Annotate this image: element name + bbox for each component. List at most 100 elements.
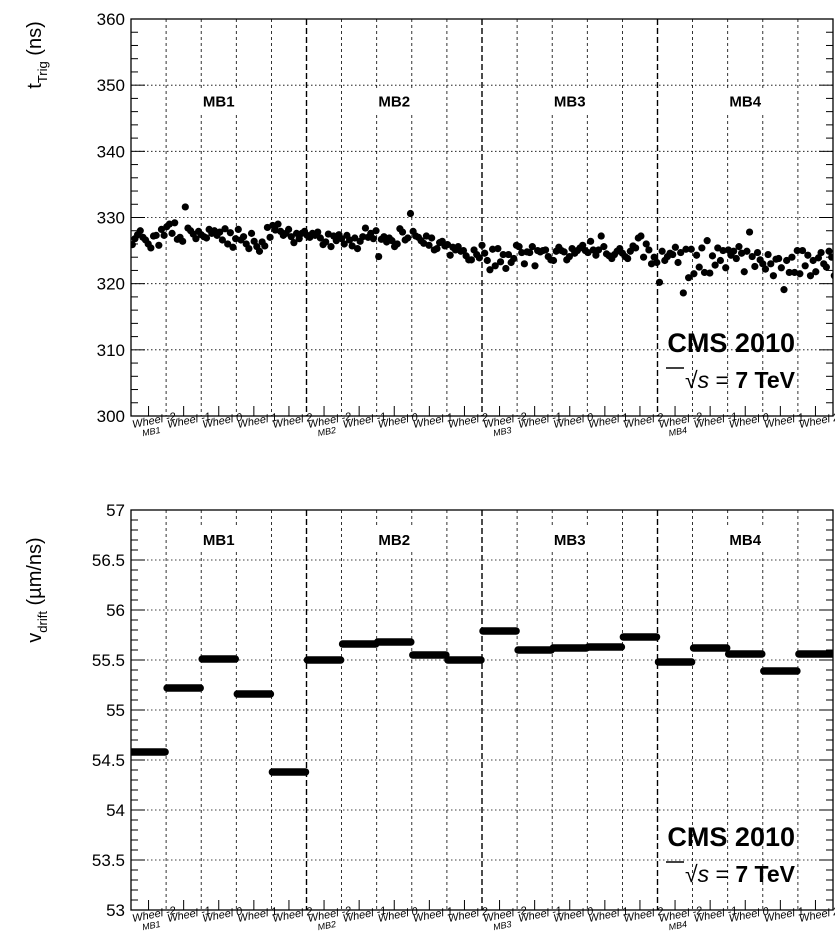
y-axis-title: tTrig (ns) — [24, 21, 50, 88]
data-point — [735, 243, 743, 251]
data-point — [775, 254, 783, 263]
x-category-label-station: MB2 — [317, 425, 337, 438]
y-axis-title-symbol: v — [24, 633, 46, 643]
data-point — [722, 264, 730, 272]
data-point — [674, 258, 682, 267]
data-point — [642, 240, 650, 248]
y-tick-label: 360 — [97, 10, 125, 29]
data-point — [531, 262, 539, 270]
data-point — [682, 245, 690, 253]
energy-variable: s — [698, 861, 710, 887]
data-point — [491, 262, 499, 270]
data-point — [549, 256, 558, 265]
data-point — [221, 225, 229, 233]
station-label-background — [717, 89, 774, 114]
y-axis-title: vdrift (µm/ns) — [24, 537, 50, 642]
cms-label: CMS 2010 — [667, 328, 795, 358]
data-point — [801, 262, 809, 270]
data-point — [351, 234, 359, 242]
sqrt-symbol: √ — [685, 367, 698, 393]
data-point — [639, 253, 648, 261]
energy-value: 7 TeV — [735, 861, 795, 887]
data-point — [478, 241, 486, 249]
data-point — [655, 278, 664, 286]
data-point — [518, 248, 526, 257]
data-point — [147, 244, 155, 252]
data-point — [600, 243, 608, 251]
data-point — [404, 234, 412, 242]
data-point — [510, 254, 518, 263]
data-point — [658, 247, 666, 255]
y-tick-label: 350 — [97, 76, 125, 95]
data-point — [255, 247, 264, 255]
y-tick-label: 55 — [106, 701, 125, 720]
data-point — [796, 270, 804, 278]
data-point — [783, 256, 791, 265]
data-point — [433, 244, 441, 253]
data-point — [700, 268, 709, 277]
data-point — [475, 254, 483, 262]
data-point — [372, 227, 380, 235]
data-point — [708, 252, 717, 260]
station-label-background — [190, 528, 247, 552]
data-point — [359, 233, 367, 241]
data-point — [340, 240, 348, 248]
data-point — [565, 252, 574, 261]
data-point — [806, 272, 815, 280]
data-point — [467, 256, 476, 264]
data-point — [822, 263, 830, 271]
data-point — [224, 240, 232, 248]
y-tick-label: 56 — [106, 601, 125, 620]
data-point — [687, 245, 695, 253]
data-point — [637, 232, 645, 240]
data-point — [671, 243, 679, 251]
data-point — [393, 240, 401, 248]
data-series — [131, 203, 833, 297]
data-point — [136, 227, 144, 235]
sqrt-symbol: √ — [685, 861, 698, 887]
data-point — [732, 254, 740, 263]
data-point — [785, 268, 793, 277]
data-point — [160, 231, 168, 239]
data-point — [192, 235, 200, 243]
y-tick-label: 56.5 — [92, 551, 125, 570]
y-tick-label: 310 — [97, 341, 125, 360]
data-point — [788, 253, 796, 261]
data-point — [499, 250, 507, 259]
data-point — [483, 256, 491, 265]
station-label-background — [541, 528, 598, 552]
data-point — [767, 260, 775, 268]
station-label: MB2 — [378, 532, 410, 549]
data-point — [287, 233, 295, 241]
y-tick-label: 340 — [97, 142, 125, 161]
data-point — [375, 252, 383, 261]
y-tick-label: 55.5 — [92, 651, 125, 670]
data-point — [685, 274, 693, 282]
data-series — [131, 627, 833, 776]
cms-label: CMS 2010 — [667, 822, 795, 852]
data-point — [406, 209, 415, 218]
data-point — [229, 243, 237, 251]
y-axis-title-unit: (ns) — [24, 21, 46, 61]
data-point — [669, 250, 677, 259]
data-point — [504, 250, 513, 259]
data-point — [239, 233, 248, 241]
data-point — [706, 269, 714, 277]
data-point — [804, 251, 812, 259]
data-point — [695, 263, 703, 271]
data-point — [290, 239, 298, 247]
data-point — [168, 229, 176, 237]
y-axis-title-subscript: Trig — [35, 61, 50, 83]
data-point — [560, 248, 568, 256]
y-tick-label: 53 — [106, 901, 125, 920]
data-point — [274, 220, 282, 228]
station-label: MB4 — [729, 532, 761, 549]
data-point — [515, 243, 523, 251]
x-category-label-station: MB4 — [668, 919, 688, 932]
data-point — [327, 243, 335, 251]
data-point — [428, 234, 436, 242]
station-label: MB1 — [203, 94, 235, 111]
station-label: MB2 — [378, 94, 410, 111]
station-label-background — [366, 89, 423, 114]
data-point — [817, 248, 825, 257]
